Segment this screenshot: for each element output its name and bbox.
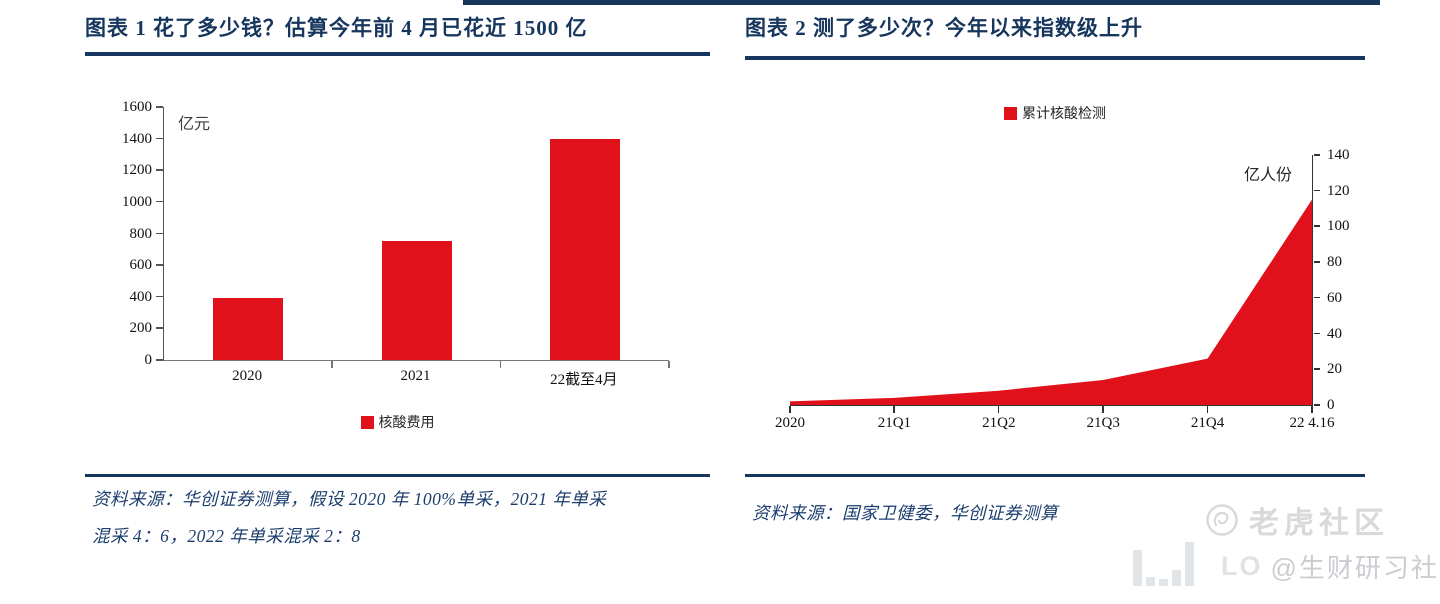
watermark-brand-text: 老虎社区 — [1249, 507, 1389, 540]
bar-chart-icon-bar — [1172, 570, 1181, 586]
y-axis-tick-label: 40 — [1327, 325, 1342, 342]
x-axis-tick — [789, 406, 791, 413]
y-axis-tick — [156, 327, 163, 329]
y-axis-tick-label: 1200 — [122, 162, 152, 179]
y-axis-tick — [1314, 368, 1320, 370]
figure-2-y-axis-labels: 0 20 40 60 80 100 120 140 — [1327, 147, 1367, 413]
top-divider-rule — [463, 0, 1380, 5]
y-axis-tick — [156, 137, 163, 140]
x-axis-boundary-tick — [499, 361, 502, 368]
y-axis-tick-label: 400 — [129, 288, 153, 305]
y-axis-tick — [156, 169, 163, 171]
y-axis-tick — [156, 200, 163, 203]
y-axis-tick-label: 100 — [1327, 218, 1350, 235]
y-axis-tick — [1314, 296, 1320, 299]
y-axis-tick-label: 60 — [1327, 289, 1342, 306]
x-axis-boundary-tick — [668, 361, 670, 368]
figure-1-x-axis-labels: 2020 2021 22截至4月 — [163, 368, 668, 389]
y-axis-tick — [1314, 154, 1320, 156]
figure-1-plot-area: 亿元 — [163, 107, 670, 368]
x-axis-category-label: 21Q1 — [877, 415, 912, 431]
y-axis-tick — [156, 232, 163, 234]
figure-1-axis-unit: 亿元 — [178, 116, 211, 133]
figure-2-title-rule — [745, 56, 1365, 60]
bar-chart-icon-bar — [1146, 577, 1155, 586]
bar-22截至4月 — [549, 138, 620, 360]
y-axis-tick-label: 1000 — [122, 193, 152, 210]
figure-1-panel: 图表 1 花了多少钱？估算今年前 4 月已花近 1500 亿 0 200 400 60… — [85, 0, 710, 604]
y-axis-tick-label: 600 — [129, 257, 153, 274]
y-axis-tick — [1314, 189, 1320, 192]
x-axis-category-label: 21Q2 — [982, 415, 1016, 431]
x-axis-tick — [1206, 406, 1209, 413]
figure-2-area-series — [790, 199, 1312, 405]
x-axis-category-label: 2020 — [775, 415, 805, 431]
y-axis-tick-label: 1600 — [122, 99, 152, 115]
y-axis-tick — [156, 264, 163, 266]
x-axis-tick — [1311, 406, 1313, 413]
y-axis-tick-label: 140 — [1327, 147, 1350, 163]
watermark-handle-text: @生财研习社 — [1270, 553, 1439, 583]
figure-2-plot-area: 亿人份 — [789, 154, 1320, 413]
y-axis-tick — [156, 295, 163, 298]
x-axis-tick — [997, 406, 1000, 413]
bar-2020 — [213, 298, 284, 360]
watermark-brand-row: 老虎社区 — [1205, 498, 1389, 542]
figure-1-source-line-2: 混采 4：6，2022 年单采混采 2：8 — [92, 526, 361, 546]
figure-1-source-rule — [85, 474, 710, 477]
legend-swatch-red-icon — [1004, 106, 1017, 120]
y-axis-tick-label: 80 — [1327, 254, 1342, 271]
figure-1-legend-label: 核酸费用 — [378, 416, 435, 431]
figure-2-source-rule — [745, 474, 1365, 477]
y-axis-tick — [156, 106, 163, 108]
bar-chart-icon — [1133, 541, 1194, 586]
tiger-logo-icon — [1206, 504, 1238, 536]
x-axis-category-label: 2021 — [400, 368, 431, 384]
x-axis-category-label: 2020 — [232, 368, 263, 384]
figure-1-title-rule — [85, 52, 710, 56]
x-axis-tick — [893, 406, 895, 413]
figure-1-y-axis-ticks — [156, 106, 163, 361]
figure-2-panel: 图表 2 测了多少次？今年以来指数级上升 累计核酸检测 亿人份 0 20 40 60 8… — [745, 0, 1365, 604]
x-axis-tick — [1102, 406, 1104, 413]
bar-2021 — [381, 241, 452, 360]
bar-chart-icon-bar — [1185, 542, 1194, 586]
y-axis-tick-label: 20 — [1327, 361, 1342, 378]
x-axis-category-label: 21Q3 — [1086, 415, 1120, 431]
watermark-partial-text: LO — [1221, 551, 1263, 581]
y-axis-tick-label: 800 — [129, 225, 153, 242]
y-axis-tick-label: 0 — [144, 352, 153, 368]
x-axis-boundary-tick — [331, 361, 333, 368]
y-axis-tick-label: 0 — [1327, 397, 1335, 413]
x-axis-category-label: 22 4.16 — [1289, 415, 1335, 431]
y-axis-tick — [1314, 404, 1320, 406]
figure-1-source-line-1: 资料来源：华创证券测算，假设 2020 年 100%单采，2021 年单采 — [92, 489, 607, 509]
figure-2-axis-unit: 亿人份 — [1243, 167, 1292, 184]
bar-chart-icon-bar — [1159, 579, 1168, 586]
figure-1-y-axis-labels: 0 200 400 600 800 1000 1200 1400 1600 — [90, 99, 153, 368]
y-axis-tick — [1314, 225, 1320, 227]
legend-swatch-red-icon — [360, 415, 374, 429]
figure-2-title: 图表 2 测了多少次？今年以来指数级上升 — [745, 16, 1143, 40]
y-axis-tick-label: 1400 — [122, 130, 152, 147]
y-axis-tick-label: 120 — [1327, 182, 1350, 199]
figure-2-legend: 累计核酸检测 — [745, 103, 1365, 123]
figure-2-source-line: 资料来源：国家卫健委，华创证券测算 — [752, 503, 1058, 523]
figure-1-legend: 核酸费用 — [85, 412, 710, 432]
y-axis-tick — [1314, 261, 1320, 263]
figure-1-title: 图表 1 花了多少钱？估算今年前 4 月已花近 1500 亿 — [85, 16, 588, 40]
y-axis-tick — [156, 359, 163, 361]
y-axis-tick-label: 200 — [129, 320, 153, 337]
figure-2-legend-label: 累计核酸检测 — [1022, 107, 1106, 122]
bar-chart-icon-bar — [1133, 550, 1142, 586]
x-axis-category-label: 22截至4月 — [550, 372, 618, 388]
x-axis-category-label: 21Q4 — [1190, 415, 1225, 431]
watermark-handle-row: LO @生财研习社 — [1221, 548, 1439, 585]
figure-2-x-axis-labels: 2020 21Q1 21Q2 21Q3 21Q4 22 4.16 — [775, 415, 1335, 435]
y-axis-tick — [1314, 332, 1320, 335]
